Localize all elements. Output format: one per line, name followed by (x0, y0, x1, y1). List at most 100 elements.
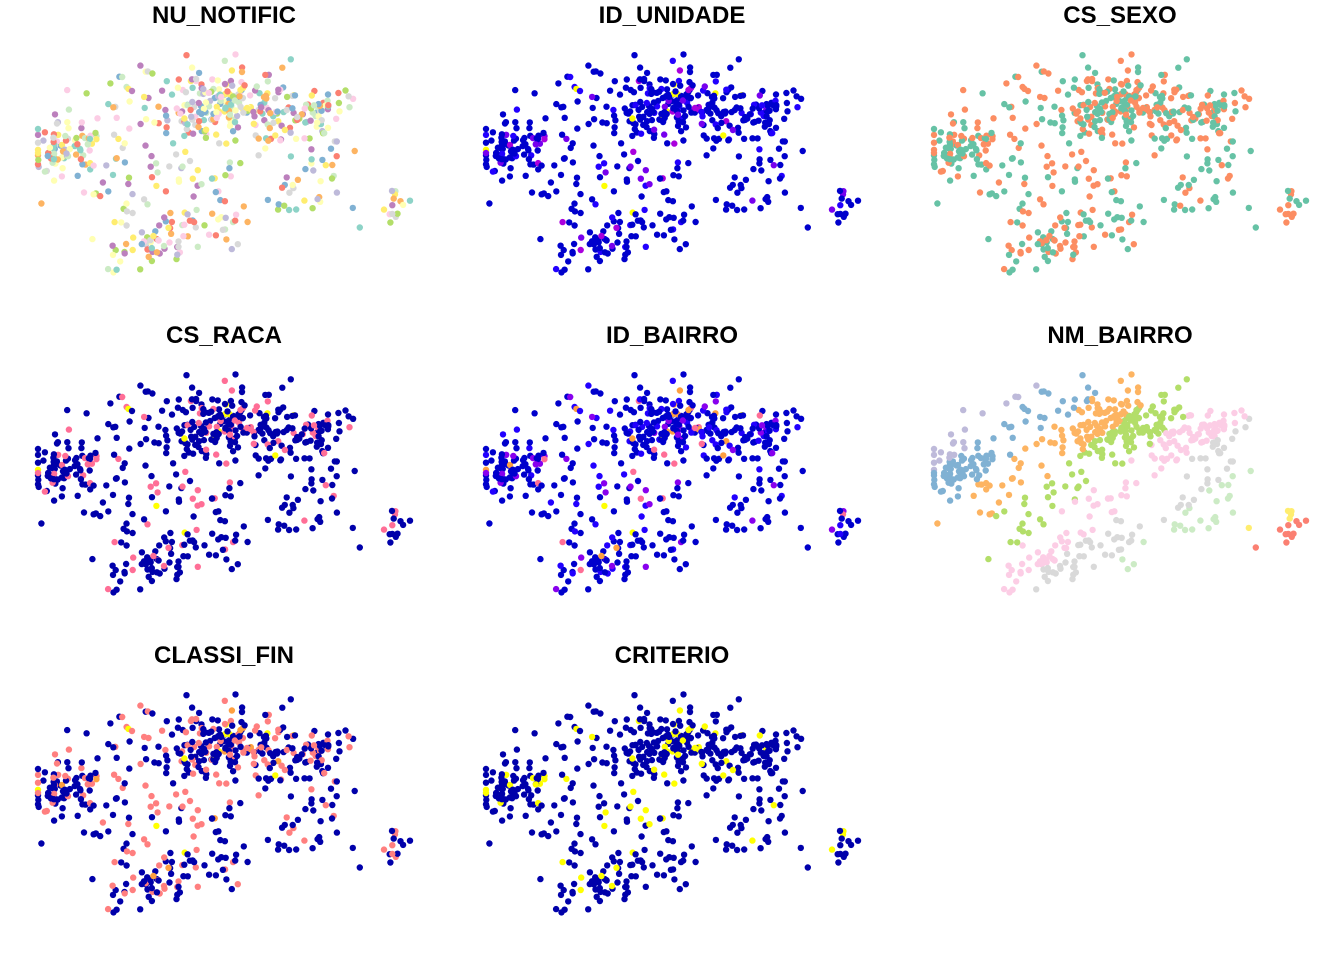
data-point (1044, 564, 1051, 572)
data-point (314, 515, 321, 523)
data-point (194, 563, 201, 570)
data-point (349, 844, 356, 852)
data-point (113, 155, 120, 162)
data-point (648, 425, 656, 432)
data-point (1128, 371, 1135, 378)
data-point (634, 537, 642, 544)
data-point (660, 828, 667, 836)
data-point (150, 552, 157, 560)
data-point (140, 733, 148, 741)
data-point (974, 124, 981, 132)
data-point (301, 775, 308, 782)
data-point (267, 750, 274, 757)
data-point (1026, 234, 1033, 241)
data-point (634, 157, 642, 165)
data-point (586, 229, 594, 236)
data-point (541, 456, 548, 463)
data-point (670, 105, 677, 112)
data-point (1137, 82, 1144, 89)
data-point (552, 265, 560, 273)
data-point (181, 861, 188, 868)
data-point (614, 803, 621, 810)
data-point (710, 732, 718, 739)
data-point (1162, 444, 1169, 452)
data-point (83, 90, 90, 97)
data-point (511, 470, 518, 477)
data-point (1197, 425, 1204, 432)
point-map (34, 691, 414, 916)
data-point (507, 485, 514, 492)
data-point (679, 417, 687, 424)
data-point (175, 498, 183, 505)
data-point (648, 105, 656, 113)
data-point (113, 906, 120, 913)
data-point (531, 730, 538, 737)
data-point (78, 124, 85, 132)
data-point (1119, 140, 1126, 147)
data-point (74, 492, 81, 499)
data-point (593, 573, 600, 580)
data-point (617, 780, 625, 787)
data-point (138, 240, 145, 248)
data-point (784, 428, 791, 435)
data-point (585, 62, 592, 69)
data-point (670, 854, 677, 861)
data-point (1011, 455, 1018, 463)
data-point (590, 756, 598, 763)
data-point (571, 208, 579, 215)
data-point (1078, 148, 1085, 155)
data-point (513, 445, 520, 452)
data-point (321, 129, 328, 137)
data-point (163, 449, 170, 457)
data-point (129, 830, 136, 838)
data-point (1051, 423, 1058, 430)
data-point (1064, 91, 1072, 98)
data-point (34, 765, 42, 773)
data-point (59, 165, 66, 172)
data-point (648, 745, 656, 752)
data-point (1022, 445, 1029, 452)
data-point (837, 530, 844, 538)
data-point (999, 482, 1006, 489)
data-point (498, 177, 506, 184)
data-point (557, 562, 564, 569)
data-point (646, 821, 653, 828)
data-point (89, 875, 96, 883)
data-point (670, 425, 677, 432)
data-point (50, 796, 58, 803)
data-point (566, 539, 573, 546)
data-point (1134, 388, 1142, 396)
data-point (574, 125, 581, 132)
data-point (837, 522, 844, 529)
data-point (174, 84, 182, 91)
data-point (1220, 444, 1228, 451)
data-point (1127, 439, 1135, 446)
data-point (238, 68, 246, 76)
data-point (142, 462, 149, 469)
data-point (623, 178, 631, 185)
data-point (640, 224, 647, 231)
data-point (154, 169, 161, 176)
data-point (222, 492, 229, 499)
data-point (750, 759, 757, 766)
data-point (175, 563, 182, 570)
data-point (521, 774, 528, 782)
data-point (559, 858, 566, 866)
data-point (274, 206, 282, 213)
data-point (274, 846, 282, 853)
data-point (985, 235, 992, 243)
data-point (65, 746, 73, 753)
data-point (762, 835, 769, 843)
data-point (561, 795, 568, 802)
data-point (737, 501, 744, 509)
data-point (1044, 472, 1051, 480)
data-point (542, 115, 549, 122)
data-point (213, 754, 220, 762)
data-point (1048, 160, 1056, 167)
data-point (194, 807, 201, 814)
data-point (1133, 479, 1140, 487)
data-point (595, 803, 602, 810)
data-point (53, 120, 61, 127)
data-point (44, 472, 51, 480)
data-point (153, 569, 161, 576)
